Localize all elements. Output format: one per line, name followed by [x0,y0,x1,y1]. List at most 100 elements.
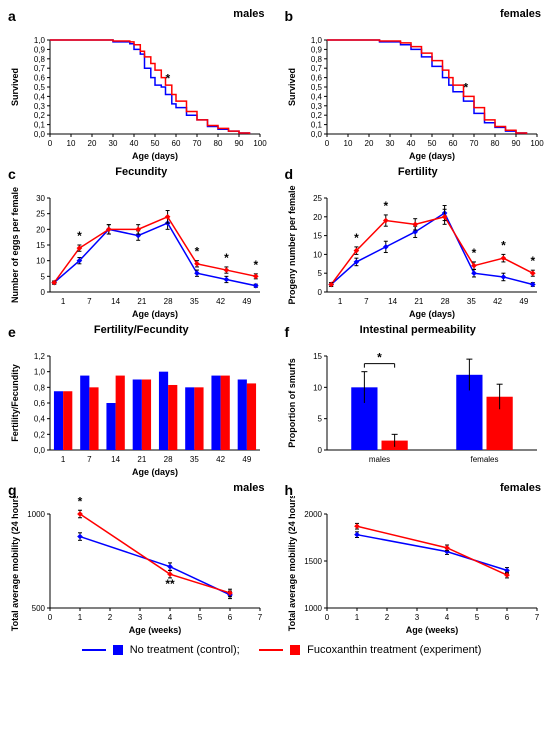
svg-text:2: 2 [108,613,113,622]
svg-text:0,7: 0,7 [34,64,46,73]
svg-text:1000: 1000 [27,510,45,519]
svg-text:2: 2 [384,613,389,622]
panel-title-a: males [8,8,275,20]
svg-text:Total average mobility (24 hou: Total average mobility (24 hours) [287,496,297,631]
svg-text:1: 1 [61,455,66,464]
svg-text:0,6: 0,6 [310,74,322,83]
svg-text:0,2: 0,2 [34,111,46,120]
svg-text:40: 40 [406,139,415,148]
svg-text:1,2: 1,2 [34,352,46,361]
svg-text:4: 4 [444,613,449,622]
panel-g: g males 500100001234567Age (weeks)Total … [8,482,275,636]
legend: No treatment (control); Fucoxanthin trea… [8,644,551,656]
panel-label-a: a [8,8,16,24]
svg-text:0,7: 0,7 [310,64,322,73]
svg-text:14: 14 [388,297,397,306]
svg-text:50: 50 [151,139,160,148]
svg-text:35: 35 [466,297,475,306]
svg-text:2000: 2000 [304,510,322,519]
svg-text:1: 1 [354,613,359,622]
svg-text:*: * [501,238,506,252]
svg-text:80: 80 [214,139,223,148]
svg-text:14: 14 [111,455,120,464]
panel-e: e Fertility/Fecundity 0,00,20,40,60,81,0… [8,324,275,478]
svg-text:500: 500 [32,604,46,613]
svg-text:100: 100 [253,139,267,148]
svg-text:1000: 1000 [304,604,322,613]
svg-text:5: 5 [317,415,322,424]
svg-text:60: 60 [172,139,181,148]
panel-title-d: Fertility [285,166,552,178]
svg-text:0,5: 0,5 [34,83,46,92]
svg-text:50: 50 [427,139,436,148]
svg-text:7: 7 [534,613,539,622]
svg-text:Progeny number per female: Progeny number per female [287,185,297,304]
svg-text:Survived: Survived [10,68,20,106]
svg-text:*: * [253,258,258,272]
svg-text:0,2: 0,2 [34,430,46,439]
svg-text:42: 42 [216,455,225,464]
svg-text:0,0: 0,0 [34,446,46,455]
svg-text:14: 14 [111,297,120,306]
svg-text:Age (weeks): Age (weeks) [129,625,182,635]
chart-h: 10001500200001234567Age (weeks)Total ave… [285,496,545,636]
panel-c: c Fecundity 05101520253017142128354249Ag… [8,166,275,320]
svg-text:10: 10 [67,139,76,148]
svg-text:Number of eggs per female: Number of eggs per female [10,187,20,303]
legend-experiment-label: Fucoxanthin treatment (experiment) [307,644,481,656]
svg-text:0: 0 [324,139,329,148]
svg-text:Age (weeks): Age (weeks) [405,625,458,635]
svg-text:*: * [195,245,200,259]
svg-text:49: 49 [242,455,251,464]
svg-text:7: 7 [364,297,369,306]
svg-text:21: 21 [137,297,146,306]
svg-text:90: 90 [511,139,520,148]
svg-text:0: 0 [48,613,53,622]
panel-label-g: g [8,482,17,498]
svg-text:*: * [463,81,468,95]
svg-text:20: 20 [36,225,45,234]
svg-text:5: 5 [198,613,203,622]
chart-b: 0,00,10,20,30,40,50,60,70,80,91,00102030… [285,22,545,162]
svg-text:1: 1 [61,297,66,306]
chart-g: 500100001234567Age (weeks)Total average … [8,496,268,636]
svg-text:Age (days): Age (days) [132,467,178,477]
svg-text:5: 5 [317,269,322,278]
svg-text:0,6: 0,6 [34,399,46,408]
svg-text:1,0: 1,0 [34,36,46,45]
svg-text:20: 20 [313,213,322,222]
svg-text:*: * [78,496,83,508]
svg-text:6: 6 [504,613,509,622]
svg-text:30: 30 [36,194,45,203]
svg-text:*: * [224,251,229,265]
svg-text:42: 42 [216,297,225,306]
svg-text:3: 3 [138,613,143,622]
panel-title-h: females [285,482,552,494]
svg-text:40: 40 [130,139,139,148]
svg-text:0,4: 0,4 [310,92,322,101]
svg-text:*: * [383,199,388,213]
svg-text:0: 0 [317,288,322,297]
svg-text:Age (days): Age (days) [408,151,454,161]
svg-text:15: 15 [313,232,322,241]
panel-label-h: h [285,482,294,498]
svg-text:21: 21 [137,455,146,464]
svg-text:0,4: 0,4 [34,415,46,424]
svg-text:30: 30 [109,139,118,148]
panel-label-e: e [8,324,16,340]
panel-h: h females 10001500200001234567Age (weeks… [285,482,552,636]
svg-text:20: 20 [364,139,373,148]
svg-text:25: 25 [36,210,45,219]
svg-text:10: 10 [343,139,352,148]
panel-a: a males 0,00,10,20,30,40,50,60,70,80,91,… [8,8,275,162]
panel-label-b: b [285,8,294,24]
svg-text:0,8: 0,8 [310,55,322,64]
svg-text:Survived: Survived [287,68,297,106]
svg-text:28: 28 [164,297,173,306]
svg-text:0,9: 0,9 [310,45,322,54]
svg-text:90: 90 [235,139,244,148]
svg-text:35: 35 [190,455,199,464]
svg-text:70: 70 [469,139,478,148]
svg-text:*: * [354,231,359,245]
svg-text:20: 20 [88,139,97,148]
